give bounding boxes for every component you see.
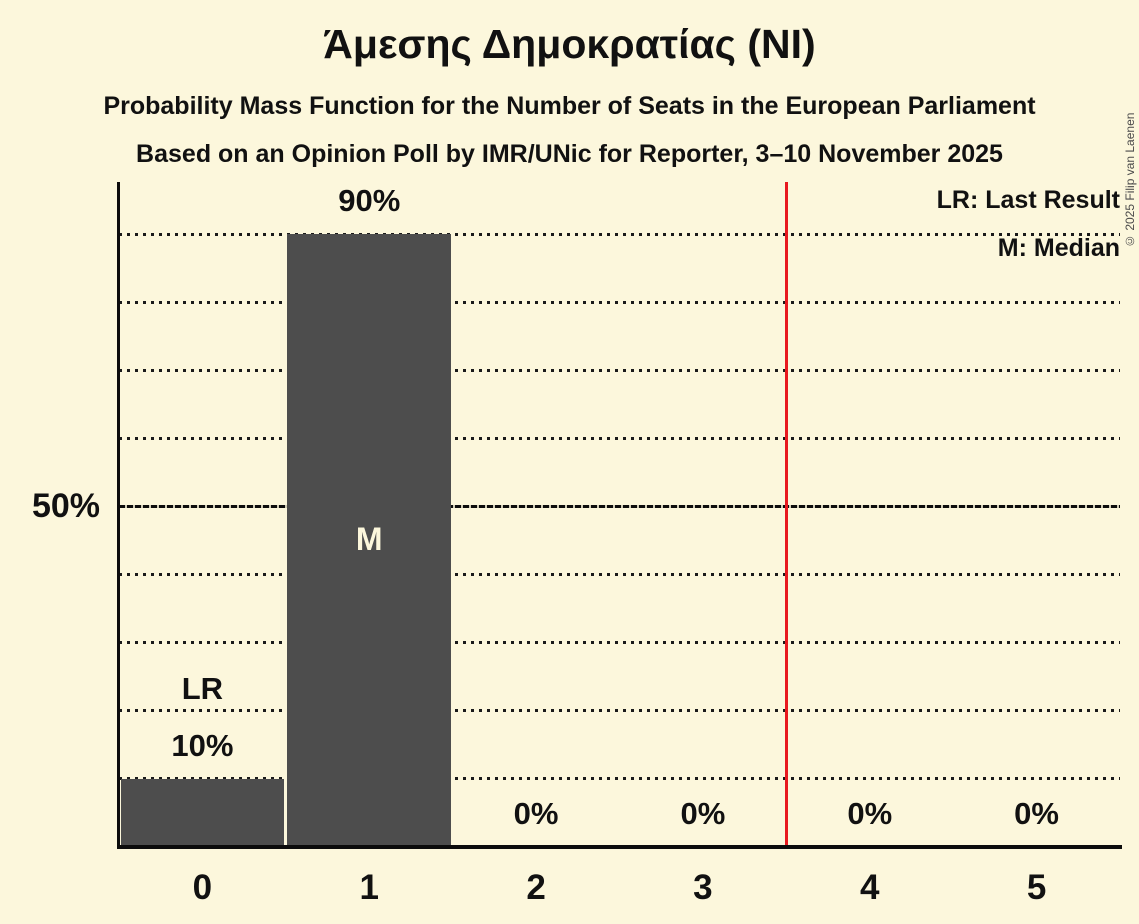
y-axis-tick-label-50: 50% xyxy=(31,487,100,525)
gridline-90-percent xyxy=(119,232,1120,236)
legend-median: M: Median xyxy=(997,234,1120,262)
gridline-80-percent xyxy=(119,300,1120,304)
gridline-50-percent xyxy=(119,504,1120,508)
bar-seat-0 xyxy=(120,778,285,847)
bar-seat-1 xyxy=(287,234,452,847)
bar-value-label-4: 0% xyxy=(847,796,893,831)
x-tick-label-4: 4 xyxy=(860,868,880,907)
gridline-30-percent xyxy=(119,641,1120,645)
y-axis-line xyxy=(117,182,120,849)
x-axis-line xyxy=(117,845,1122,849)
x-tick-label-0: 0 xyxy=(192,868,213,907)
legend-last-result: LR: Last Result xyxy=(936,186,1120,214)
last-result-label: LR xyxy=(181,670,224,706)
x-tick-label-3: 3 xyxy=(693,868,713,907)
bar-value-label-3: 0% xyxy=(680,796,726,831)
bar-value-label-0: 10% xyxy=(171,727,234,763)
subtitle-line-1: Probability Mass Function for the Number… xyxy=(103,92,1036,120)
subtitle-line-2: Based on an Opinion Poll by IMR/UNic for… xyxy=(136,140,1003,168)
gridline-10-percent xyxy=(119,777,1120,781)
red-reference-line xyxy=(784,182,788,847)
gridline-20-percent xyxy=(119,709,1120,713)
gridline-60-percent xyxy=(119,436,1120,440)
bar-value-label-5: 0% xyxy=(1014,796,1059,831)
bar-value-label-2: 0% xyxy=(513,796,559,831)
page-title: Άμεσης Δημοκρατίας (NI) xyxy=(323,21,816,67)
x-tick-label-2: 2 xyxy=(526,868,546,907)
gridline-40-percent xyxy=(119,573,1120,577)
x-tick-label-1: 1 xyxy=(359,868,379,907)
gridline-70-percent xyxy=(119,368,1120,372)
bar-value-label-1: 90% xyxy=(338,183,401,218)
copyright-notice: © 2025 Filip van Laenen xyxy=(1123,112,1137,248)
legend: LR: Last Result M: Median xyxy=(937,176,1120,272)
median-label: M xyxy=(355,520,383,557)
x-tick-label-5: 5 xyxy=(1026,868,1047,907)
